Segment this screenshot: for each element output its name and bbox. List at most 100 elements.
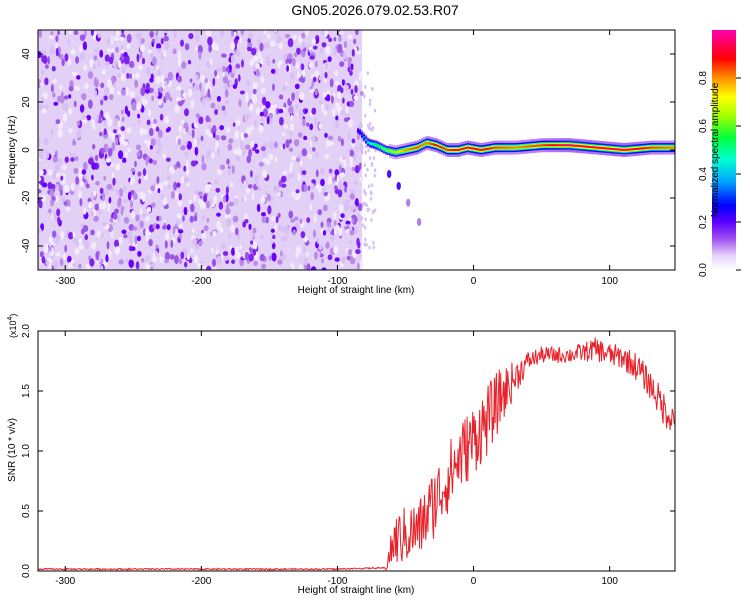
- noise-speckle: [267, 205, 272, 215]
- noise-speckle: [43, 245, 49, 253]
- noise-speckle: [313, 214, 317, 223]
- signal-cell: [661, 146, 664, 149]
- noise-speckle: [315, 152, 319, 158]
- noise-speckle: [262, 151, 267, 158]
- noise-speckle: [62, 113, 68, 122]
- noise-speckle: [152, 252, 156, 262]
- noise-speckle: [111, 142, 116, 152]
- noise-speckle: [87, 71, 94, 80]
- signal-cell: [475, 148, 478, 151]
- noise-speckle: [68, 128, 73, 134]
- noise-speckle: [184, 43, 190, 51]
- signal-cell: [591, 146, 594, 149]
- noise-speckle: [40, 81, 43, 87]
- noise-speckle: [336, 224, 340, 231]
- noise-speckle: [118, 129, 122, 135]
- noise-speckle: [245, 91, 249, 101]
- noise-speckle: [104, 119, 108, 126]
- noise-speckle: [136, 223, 141, 231]
- noise-speckle: [369, 196, 373, 201]
- noise-speckle: [94, 203, 100, 211]
- noise-speckle: [128, 259, 134, 268]
- noise-speckle: [255, 149, 260, 154]
- noise-speckle: [106, 183, 113, 190]
- signal-cell: [477, 148, 480, 151]
- signal-cell: [495, 146, 498, 149]
- noise-speckle: [49, 51, 55, 56]
- noise-speckle: [58, 157, 62, 166]
- noise-speckle: [282, 143, 286, 150]
- signal-cell: [669, 146, 672, 149]
- snr-x-ticks: -300 -200 -100 0 100: [55, 331, 618, 587]
- noise-speckle: [287, 38, 294, 48]
- noise-speckle: [274, 224, 278, 233]
- noise-speckle: [359, 71, 363, 79]
- spectrogram-plot-area: [38, 30, 675, 270]
- noise-speckle: [308, 153, 312, 160]
- noise-speckle: [120, 53, 125, 62]
- noise-speckle: [340, 213, 345, 219]
- noise-speckle: [282, 54, 288, 61]
- noise-speckle: [216, 255, 222, 265]
- noise-speckle: [340, 172, 345, 178]
- noise-speckle: [322, 91, 327, 98]
- x-tick-label: 100: [601, 576, 618, 587]
- noise-speckle: [235, 227, 239, 236]
- noise-speckle: [328, 37, 332, 42]
- noise-speckle: [50, 84, 54, 93]
- signal-cell: [567, 144, 570, 147]
- noise-speckle: [84, 82, 89, 90]
- noise-speckle: [147, 49, 153, 54]
- noise-speckle: [250, 124, 254, 131]
- noise-speckle: [295, 62, 299, 70]
- noise-speckle: [160, 193, 164, 201]
- noise-speckle: [55, 195, 59, 203]
- noise-speckle: [363, 163, 366, 168]
- noise-speckle: [132, 73, 135, 79]
- noise-speckle: [227, 143, 233, 151]
- noise-speckle: [248, 33, 253, 40]
- noise-speckle: [334, 81, 340, 86]
- noise-speckle: [215, 187, 221, 193]
- noise-speckle: [48, 236, 53, 243]
- noise-speckle: [284, 33, 290, 38]
- noise-speckle: [317, 185, 322, 194]
- noise-speckle: [164, 80, 168, 87]
- noise-speckle: [364, 85, 367, 89]
- noise-speckle: [99, 49, 104, 58]
- noise-speckle: [283, 106, 286, 112]
- signal-cell: [619, 148, 622, 151]
- noise-speckle: [104, 87, 109, 96]
- signal-cell: [587, 145, 590, 148]
- noise-speckle: [252, 248, 257, 256]
- noise-speckle: [222, 251, 229, 256]
- noise-speckle: [197, 191, 203, 196]
- noise-speckle: [341, 255, 346, 264]
- noise-speckle: [371, 183, 374, 188]
- signal-cell: [579, 145, 582, 148]
- noise-speckle: [177, 57, 182, 67]
- noise-speckle: [290, 72, 295, 80]
- noise-speckle: [63, 103, 69, 112]
- noise-speckle: [260, 196, 266, 203]
- noise-speckle: [106, 48, 112, 53]
- noise-speckle: [332, 211, 337, 220]
- noise-speckle: [337, 189, 343, 198]
- noise-speckle: [82, 238, 86, 244]
- noise-speckle: [59, 96, 65, 104]
- noise-speckle: [51, 65, 56, 72]
- noise-speckle: [292, 229, 296, 236]
- noise-speckle: [137, 250, 142, 257]
- noise-speckle: [312, 45, 318, 50]
- noise-speckle: [245, 187, 251, 194]
- noise-speckle: [288, 106, 294, 115]
- noise-speckle: [85, 263, 91, 270]
- noise-speckle: [193, 215, 198, 222]
- noise-speckle: [83, 174, 87, 180]
- signal-cell: [483, 148, 486, 151]
- noise-speckle: [159, 86, 163, 94]
- noise-speckle: [368, 156, 372, 161]
- x-tick-label: -300: [55, 576, 75, 587]
- signal-cell: [405, 149, 408, 152]
- noise-speckle: [266, 193, 271, 202]
